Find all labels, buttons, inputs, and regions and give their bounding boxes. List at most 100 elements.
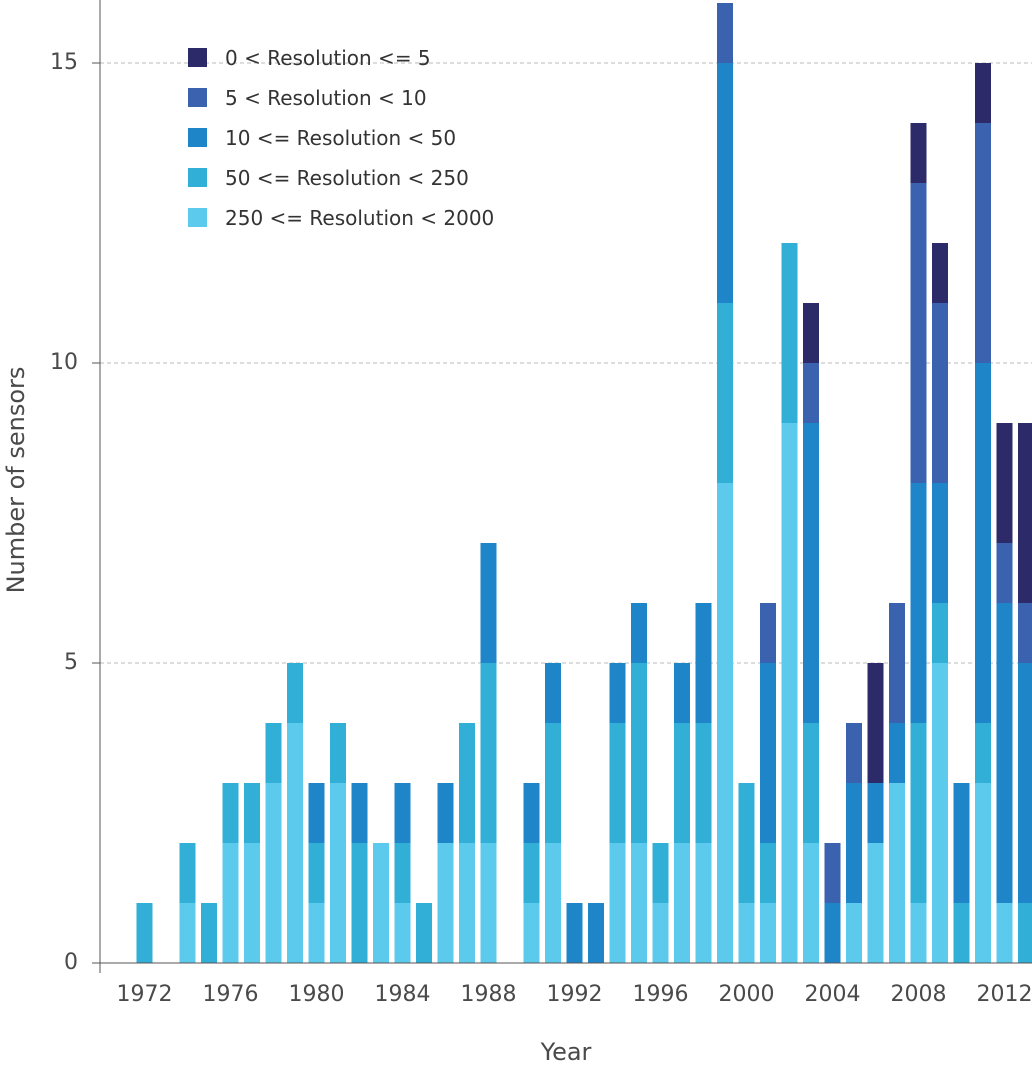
bar-1984-series-0 <box>394 903 411 963</box>
y-tick-label-10: 10 <box>50 350 78 375</box>
bar-2011-series-4 <box>975 63 991 123</box>
x-tick-label-2000: 2000 <box>719 982 775 1007</box>
bar-2008-series-4 <box>910 123 927 183</box>
bar-1999-series-3 <box>717 3 733 63</box>
legend-label-4: 250 <= Resolution < 2000 <box>225 206 494 230</box>
bar-1975-series-1 <box>201 903 217 963</box>
bar-1980-series-1 <box>308 843 325 903</box>
legend-label-1: 5 < Resolution < 10 <box>225 86 427 110</box>
bar-1990-series-0 <box>523 903 540 963</box>
bar-1997-series-1 <box>674 723 690 843</box>
bar-2013-series-1 <box>1018 903 1032 963</box>
bar-2000-series-0 <box>738 903 755 963</box>
bar-1997-series-2 <box>674 663 690 723</box>
bar-1998-series-0 <box>695 843 712 963</box>
bar-2012-series-2 <box>996 603 1013 903</box>
y-tick-label-0: 0 <box>64 950 78 975</box>
bar-2001-series-0 <box>760 903 776 963</box>
bar-1988-series-2 <box>480 543 497 663</box>
bar-2007-series-2 <box>889 723 905 783</box>
bar-2001-series-2 <box>760 663 776 843</box>
bar-1986-series-0 <box>437 843 454 963</box>
bar-1996-series-1 <box>652 843 669 903</box>
bar-2009-series-3 <box>932 303 948 483</box>
bar-2002-series-1 <box>781 243 798 423</box>
bar-1991-series-1 <box>545 723 561 843</box>
bar-2013-series-3 <box>1018 603 1032 663</box>
bar-1979-series-1 <box>287 663 303 723</box>
bar-1974-series-1 <box>179 843 196 903</box>
bar-1984-series-2 <box>394 783 411 843</box>
bar-2006-series-4 <box>867 663 884 783</box>
bar-1998-series-1 <box>695 723 712 843</box>
x-tick-label-1992: 1992 <box>547 982 603 1007</box>
x-tick-labels: 1972 1976 1980 1984 1988 1992 1996 2000 2004 2008… <box>117 982 1032 1007</box>
bar-1978-series-0 <box>265 783 282 963</box>
x-tick-label-2008: 2008 <box>891 982 947 1007</box>
bar-2008-series-3 <box>910 183 927 483</box>
bar-1998-series-2 <box>695 603 712 723</box>
bar-2003-series-4 <box>803 303 819 363</box>
legend-swatch-4 <box>188 208 207 227</box>
x-tick-label-1988: 1988 <box>461 982 517 1007</box>
y-tick-label-5: 5 <box>64 650 78 675</box>
x-axis-title: Year <box>540 1038 592 1066</box>
bar-2011-series-0 <box>975 783 991 963</box>
bar-2005-series-3 <box>846 723 862 783</box>
bar-1996-series-0 <box>652 903 669 963</box>
bar-1995-series-2 <box>631 603 647 663</box>
bar-1995-series-1 <box>631 663 647 843</box>
x-tick-label-1980: 1980 <box>289 982 345 1007</box>
bar-1990-series-2 <box>523 783 540 843</box>
bar-1978-series-1 <box>265 723 282 783</box>
bar-2009-series-1 <box>932 603 948 663</box>
bar-2003-series-1 <box>803 723 819 843</box>
axes <box>99 0 1032 973</box>
bar-1985-series-1 <box>416 903 432 963</box>
bar-1974-series-0 <box>179 903 196 963</box>
bar-2008-series-1 <box>910 723 927 903</box>
bar-1986-series-2 <box>437 783 454 843</box>
bar-1990-series-1 <box>523 843 540 903</box>
bar-2004-series-3 <box>824 843 841 903</box>
x-tick-label-1984: 1984 <box>375 982 431 1007</box>
bar-2001-series-3 <box>760 603 776 663</box>
bar-1972-series-1 <box>136 903 153 963</box>
x-tick-label-1996: 1996 <box>633 982 689 1007</box>
bar-1994-series-2 <box>609 663 626 723</box>
bar-1981-series-0 <box>330 783 346 963</box>
bar-2000-series-1 <box>738 783 755 903</box>
bar-1982-series-1 <box>351 843 368 963</box>
bar-1991-series-0 <box>545 843 561 963</box>
bar-2005-series-2 <box>846 783 862 903</box>
bar-1976-series-0 <box>222 843 239 963</box>
bar-1983-series-0 <box>373 843 389 963</box>
bar-2006-series-2 <box>867 783 884 843</box>
legend-swatch-2 <box>188 128 207 147</box>
bar-2003-series-2 <box>803 423 819 723</box>
legend: 0 < Resolution <= 5 5 < Resolution < 10 10… <box>188 46 494 230</box>
bar-1982-series-2 <box>351 783 368 843</box>
bar-2008-series-2 <box>910 483 927 723</box>
bar-2013-series-4 <box>1018 423 1032 603</box>
bar-2003-series-3 <box>803 363 819 423</box>
bar-1999-series-1 <box>717 303 733 483</box>
bar-1991-series-2 <box>545 663 561 723</box>
legend-swatch-3 <box>188 168 207 187</box>
bar-1999-series-2 <box>717 63 733 303</box>
bar-1988-series-1 <box>480 663 497 843</box>
bar-1981-series-1 <box>330 723 346 783</box>
bar-1980-series-0 <box>308 903 325 963</box>
legend-label-3: 50 <= Resolution < 250 <box>225 166 469 190</box>
bar-1979-series-0 <box>287 723 303 963</box>
bars <box>136 3 1032 963</box>
bar-2012-series-0 <box>996 903 1013 963</box>
bar-2010-series-2 <box>953 783 970 903</box>
bar-2011-series-3 <box>975 123 991 363</box>
bar-2011-series-2 <box>975 363 991 723</box>
bar-2013-series-2 <box>1018 663 1032 903</box>
bar-2002-series-0 <box>781 423 798 963</box>
bar-2007-series-3 <box>889 603 905 723</box>
bar-1980-series-2 <box>308 783 325 843</box>
y-axis-title: Number of sensors <box>2 367 30 594</box>
